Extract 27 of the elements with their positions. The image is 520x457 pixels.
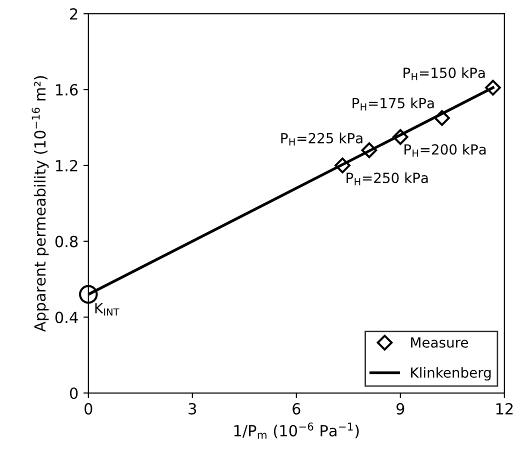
annotation: P$_{H}$=175 kPa: [352, 98, 434, 110]
point: [485, 80, 501, 96]
y-axis-title: Apparent permeability (10$^{−16}$ m²): [32, 76, 49, 332]
legend-label: Measure: [411, 337, 468, 348]
x-tick-label: 0: [84, 403, 92, 415]
x-tick-label: 3: [188, 403, 196, 415]
annotation: P$_{H}$=200 kPa: [404, 144, 486, 157]
x-tick-label: 9: [396, 403, 404, 415]
y-tick-label: 0: [70, 387, 78, 400]
point: [434, 110, 450, 126]
annotation: P$_{H}$=150 kPa: [404, 67, 485, 80]
legend-label: Klinkenberg: [411, 367, 491, 381]
point: [79, 285, 98, 304]
annotation: P$_{H}$=225 kPa: [281, 132, 362, 146]
point: [361, 142, 378, 158]
y-tick-label: 0.8: [55, 236, 78, 248]
y-tick-label: 1.6: [56, 84, 78, 96]
y-tick-label: 0.4: [55, 312, 78, 324]
x-tick-label: 6: [292, 403, 300, 415]
x-tick-label: 12: [496, 403, 513, 414]
y-tick-label: 2: [70, 8, 78, 20]
point: [334, 158, 350, 174]
annotation: K$_{INT}$: [95, 303, 120, 316]
y-tick-label: 1.2: [56, 160, 78, 172]
point: [392, 129, 408, 145]
annotation: P$_{H}$=250 kPa: [346, 172, 428, 186]
x-axis-title: 1/P$_{m}$ (10$^{−6}$ Pa$^{−1}$): [234, 422, 359, 439]
